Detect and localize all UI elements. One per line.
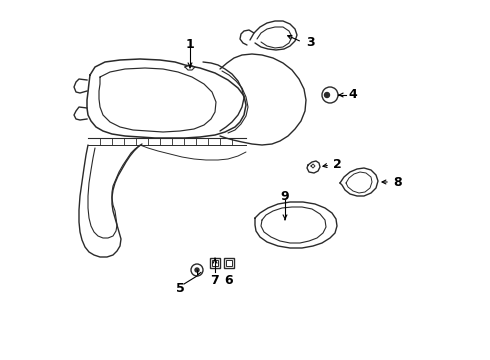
Circle shape [324,93,329,98]
Bar [212,260,218,266]
Text: 9: 9 [281,189,289,202]
Text: 7: 7 [210,274,219,287]
Text: 4: 4 [348,89,357,102]
Bar [224,258,234,268]
Text: 5: 5 [175,283,184,296]
Text: 2: 2 [333,158,342,171]
Text: 6: 6 [225,274,233,287]
Text: 3: 3 [306,36,315,49]
Bar [210,258,220,268]
Text: 8: 8 [393,175,402,189]
Text: 1: 1 [186,37,195,50]
Bar [226,260,232,266]
Circle shape [195,268,199,272]
